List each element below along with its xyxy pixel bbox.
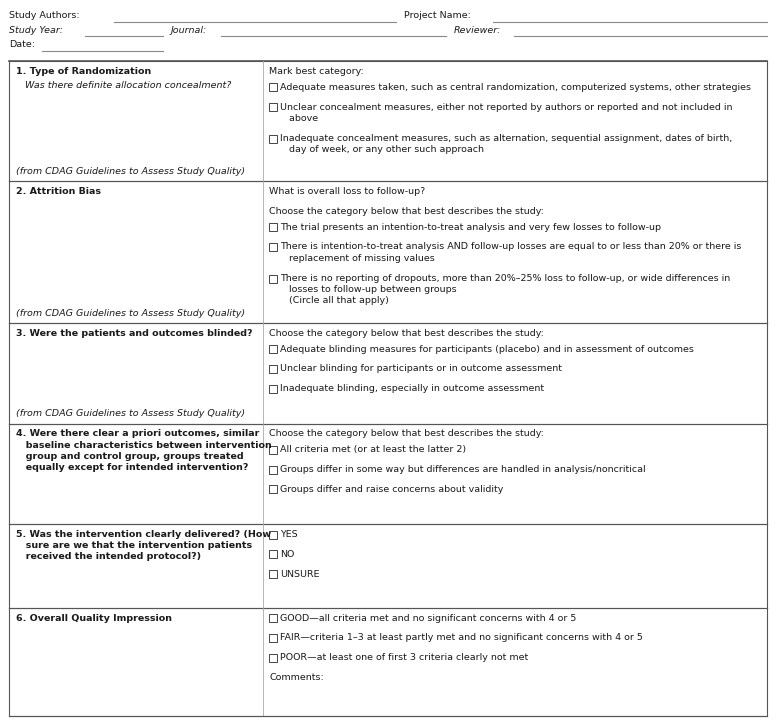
Bar [269,654,277,662]
Bar [269,634,277,642]
Bar [269,445,277,453]
Text: The trial presents an intention-to-treat analysis and very few losses to follow-: The trial presents an intention-to-treat… [280,222,661,232]
Text: FAIR—criteria 1–3 at least partly met and no significant concerns with 4 or 5: FAIR—criteria 1–3 at least partly met an… [280,633,643,643]
Text: Inadequate blinding, especially in outcome assessment: Inadequate blinding, especially in outco… [280,384,544,393]
Text: Was there definite allocation concealment?: Was there definite allocation concealmen… [16,80,230,90]
Text: Reviewer:: Reviewer: [454,26,501,35]
Text: All criteria met (or at least the latter 2): All criteria met (or at least the latter… [280,445,466,454]
Text: Adequate measures taken, such as central randomization, computerized systems, ot: Adequate measures taken, such as central… [280,82,751,92]
Bar [269,243,277,251]
Bar [269,223,277,231]
Text: POOR—at least one of first 3 criteria clearly not met: POOR—at least one of first 3 criteria cl… [280,653,528,662]
Text: Choose the category below that best describes the study:: Choose the category below that best desc… [269,430,544,438]
Text: Project Name:: Project Name: [404,12,470,20]
Bar [269,275,277,283]
Bar [269,550,277,558]
Bar [269,103,277,111]
Text: Study Authors:: Study Authors: [9,12,80,20]
Text: Choose the category below that best describes the study:: Choose the category below that best desc… [269,207,544,216]
Bar [269,345,277,353]
Bar [269,614,277,622]
Text: YES: YES [280,530,298,539]
Text: (from CDAG Guidelines to Assess Study Quality): (from CDAG Guidelines to Assess Study Qu… [16,167,244,175]
Text: Journal:: Journal: [171,26,207,35]
Bar [269,135,277,143]
Text: Study Year:: Study Year: [9,26,64,35]
Text: 2. Attrition Bias: 2. Attrition Bias [16,187,101,196]
Text: Groups differ in some way but differences are handled in analysis/noncritical: Groups differ in some way but difference… [280,465,646,474]
Bar [269,485,277,493]
Text: GOOD—all criteria met and no significant concerns with 4 or 5: GOOD—all criteria met and no significant… [280,614,577,622]
Text: (from CDAG Guidelines to Assess Study Quality): (from CDAG Guidelines to Assess Study Qu… [16,409,244,418]
Text: Comments:: Comments: [269,673,324,682]
Text: 1. Type of Randomization: 1. Type of Randomization [16,67,151,76]
Text: Adequate blinding measures for participants (placebo) and in assessment of outco: Adequate blinding measures for participa… [280,344,694,354]
Text: Choose the category below that best describes the study:: Choose the category below that best desc… [269,329,544,338]
Bar [269,466,277,474]
Text: There is no reporting of dropouts, more than 20%–25% loss to follow-up, or wide : There is no reporting of dropouts, more … [280,274,730,305]
Text: Unclear blinding for participants or in outcome assessment: Unclear blinding for participants or in … [280,365,562,373]
Text: (from CDAG Guidelines to Assess Study Quality): (from CDAG Guidelines to Assess Study Qu… [16,308,244,318]
Text: 5. Was the intervention clearly delivered? (How
   sure are we that the interven: 5. Was the intervention clearly delivere… [16,530,271,561]
Text: What is overall loss to follow-up?: What is overall loss to follow-up? [269,187,425,196]
Text: Date:: Date: [9,40,36,49]
Text: Groups differ and raise concerns about validity: Groups differ and raise concerns about v… [280,484,504,494]
Text: NO: NO [280,549,294,559]
Text: 6. Overall Quality Impression: 6. Overall Quality Impression [16,614,171,622]
Bar [269,570,277,578]
Text: Unclear concealment measures, either not reported by authors or reported and not: Unclear concealment measures, either not… [280,103,733,123]
Bar [269,531,277,539]
Text: UNSURE: UNSURE [280,570,320,578]
Bar [269,83,277,91]
Text: There is intention-to-treat analysis AND follow-up losses are equal to or less t: There is intention-to-treat analysis AND… [280,243,742,263]
Text: Mark best category:: Mark best category: [269,67,364,76]
Text: 4. Were there clear a priori outcomes, similar
   baseline characteristics betwe: 4. Were there clear a priori outcomes, s… [16,430,272,471]
Text: Inadequate concealment measures, such as alternation, sequential assignment, dat: Inadequate concealment measures, such as… [280,134,733,155]
Text: 3. Were the patients and outcomes blinded?: 3. Were the patients and outcomes blinde… [16,329,252,338]
Bar [269,385,277,393]
Bar [269,365,277,373]
